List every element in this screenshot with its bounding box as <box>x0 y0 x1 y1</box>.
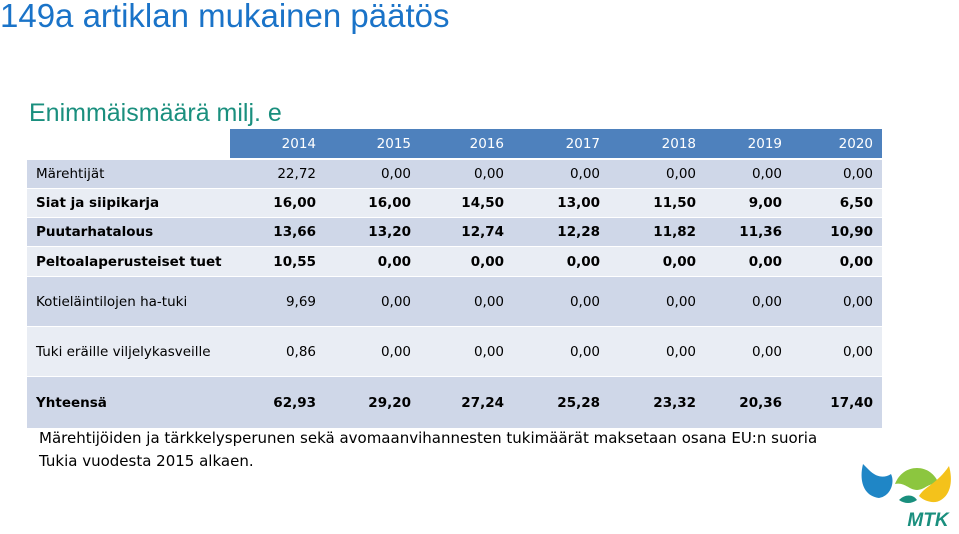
table-total-row: Yhteensä 62,93 29,20 27,24 25,28 23,32 2… <box>27 377 882 429</box>
row-label: Märehtijät <box>27 160 230 189</box>
table-row: Siat ja siipikarja 16,00 16,00 14,50 13,… <box>27 189 882 218</box>
row-label: Kotieläintilojen ha-tuki <box>27 277 230 327</box>
mtk-logo: MTK <box>861 464 951 530</box>
table-cell: 13,66 <box>230 218 325 247</box>
table-cell: 25,28 <box>513 377 609 429</box>
table-cell: 17,40 <box>791 377 882 429</box>
row-label: Peltoalaperusteiset tuet <box>27 247 230 277</box>
row-label: Yhteensä <box>27 377 230 429</box>
table-cell: 0,00 <box>513 247 609 277</box>
table-subtitle: Enimmäismäärä milj. e <box>29 99 282 127</box>
row-label: Puutarhatalous <box>27 218 230 247</box>
table-cell: 11,50 <box>609 189 705 218</box>
header-blank-cell <box>27 129 230 160</box>
table-cell: 0,00 <box>420 277 513 327</box>
table-cell: 0,00 <box>513 327 609 377</box>
table-cell: 11,82 <box>609 218 705 247</box>
table-cell: 9,69 <box>230 277 325 327</box>
table-cell: 0,86 <box>230 327 325 377</box>
table-row: Märehtijät 22,72 0,00 0,00 0,00 0,00 0,0… <box>27 160 882 189</box>
column-header: 2018 <box>609 129 705 160</box>
table-cell: 13,00 <box>513 189 609 218</box>
table-cell: 0,00 <box>325 327 420 377</box>
column-header: 2020 <box>791 129 882 160</box>
table-cell: 20,36 <box>705 377 791 429</box>
table-cell: 0,00 <box>420 160 513 189</box>
table-cell: 0,00 <box>513 160 609 189</box>
table-cell: 11,36 <box>705 218 791 247</box>
table-cell: 0,00 <box>420 247 513 277</box>
table-cell: 16,00 <box>325 189 420 218</box>
table-cell: 13,20 <box>325 218 420 247</box>
column-header: 2017 <box>513 129 609 160</box>
table-header-row: 2014 2015 2016 2017 2018 2019 2020 <box>27 129 882 160</box>
table-cell: 27,24 <box>420 377 513 429</box>
table-cell: 0,00 <box>325 160 420 189</box>
column-header: 2014 <box>230 129 325 160</box>
table-cell: 0,00 <box>705 247 791 277</box>
table-cell: 0,00 <box>513 277 609 327</box>
table-cell: 14,50 <box>420 189 513 218</box>
table-row: Puutarhatalous 13,66 13,20 12,74 12,28 1… <box>27 218 882 247</box>
footnote-line: Tukia vuodesta 2015 alkaen. <box>39 452 254 470</box>
table-cell: 9,00 <box>705 189 791 218</box>
table-cell: 0,00 <box>609 327 705 377</box>
footnotes: Märehtijöiden ja tärkkelysperunen sekä a… <box>39 427 817 473</box>
table-cell: 0,00 <box>325 277 420 327</box>
table-cell: 0,00 <box>791 160 882 189</box>
table-row: Kotieläintilojen ha-tuki 9,69 0,00 0,00 … <box>27 277 882 327</box>
logo-leaf-green <box>895 468 939 490</box>
column-header: 2019 <box>705 129 791 160</box>
table-cell: 62,93 <box>230 377 325 429</box>
table-cell: 0,00 <box>705 277 791 327</box>
table-row: Peltoalaperusteiset tuet 10,55 0,00 0,00… <box>27 247 882 277</box>
table-cell: 0,00 <box>791 327 882 377</box>
table-cell: 10,90 <box>791 218 882 247</box>
column-header: 2015 <box>325 129 420 160</box>
table-cell: 0,00 <box>609 277 705 327</box>
support-amounts-table: 2014 2015 2016 2017 2018 2019 2020 Märeh… <box>27 129 882 429</box>
table-cell: 0,00 <box>325 247 420 277</box>
logo-leaf-blue <box>861 464 893 498</box>
table-cell: 0,00 <box>705 327 791 377</box>
table-cell: 10,55 <box>230 247 325 277</box>
row-label: Tuki eräille viljelykasveille <box>27 327 230 377</box>
table-cell: 0,00 <box>791 247 882 277</box>
logo-leaf-teal <box>899 495 917 503</box>
footnote-line: Märehtijöiden ja tärkkelysperunen sekä a… <box>39 429 818 447</box>
table-cell: 22,72 <box>230 160 325 189</box>
table-cell: 0,00 <box>609 247 705 277</box>
table-cell: 0,00 <box>420 327 513 377</box>
table-cell: 12,28 <box>513 218 609 247</box>
row-label: Siat ja siipikarja <box>27 189 230 218</box>
column-header: 2016 <box>420 129 513 160</box>
table-cell: 16,00 <box>230 189 325 218</box>
table-cell: 12,74 <box>420 218 513 247</box>
table-cell: 6,50 <box>791 189 882 218</box>
table-cell: 29,20 <box>325 377 420 429</box>
table-cell: 0,00 <box>609 160 705 189</box>
logo-text: MTK <box>907 510 949 530</box>
table-cell: 0,00 <box>791 277 882 327</box>
table-cell: 0,00 <box>705 160 791 189</box>
logo-leaf-yellow <box>919 466 951 503</box>
table-row: Tuki eräille viljelykasveille 0,86 0,00 … <box>27 327 882 377</box>
table-cell: 23,32 <box>609 377 705 429</box>
page-title: 149a artiklan mukainen päätös <box>0 0 450 34</box>
